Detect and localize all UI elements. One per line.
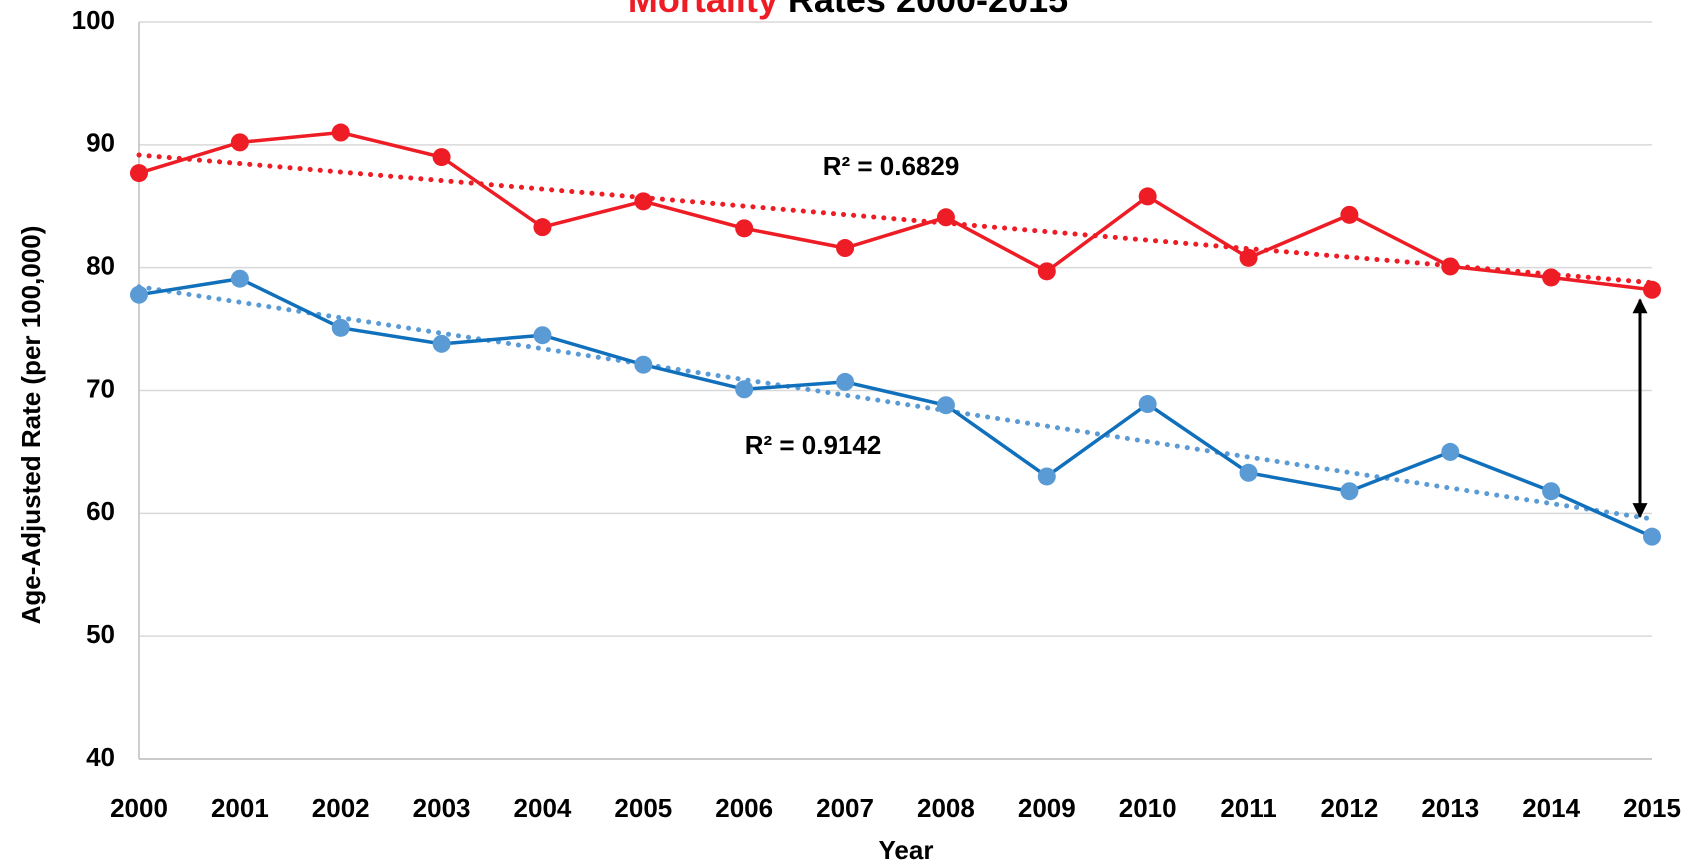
x-tick-label: 2003 <box>413 793 471 823</box>
data-point <box>735 380 754 399</box>
y-tick-label: 40 <box>86 742 115 772</box>
data-point <box>1138 187 1157 206</box>
y-tick-label: 70 <box>86 373 115 403</box>
data-point <box>230 269 249 288</box>
data-point <box>836 372 855 391</box>
data-point <box>331 123 350 142</box>
trendline <box>136 284 1655 522</box>
x-tick-label: 2012 <box>1320 793 1378 823</box>
data-point <box>1239 248 1258 267</box>
x-tick-label: 2000 <box>110 793 168 823</box>
data-point <box>1037 262 1056 281</box>
data-point <box>836 239 855 258</box>
r2-annotation: R² = 0.6829 <box>823 151 960 181</box>
y-tick-label: 50 <box>86 619 115 649</box>
x-tick-label: 2013 <box>1421 793 1479 823</box>
x-tick-label: 2014 <box>1522 793 1580 823</box>
series-line <box>138 130 1653 292</box>
data-point <box>533 218 552 237</box>
data-point <box>1643 527 1661 546</box>
data-point <box>1441 257 1460 276</box>
chart-title: Mortality Rates 2000-2015 <box>628 0 1068 20</box>
x-tick-label: 2007 <box>816 793 874 823</box>
data-point <box>735 219 754 238</box>
data-point <box>1542 268 1561 287</box>
data-point <box>1340 482 1359 501</box>
data-point <box>1340 205 1359 224</box>
trendline <box>136 152 1655 286</box>
data-point <box>432 334 451 353</box>
data-point <box>432 148 451 167</box>
x-tick-label: 2001 <box>211 793 269 823</box>
data-point <box>1239 463 1258 482</box>
data-point <box>634 192 653 211</box>
title-highlight: Mortality <box>628 0 778 20</box>
data-point <box>1037 467 1056 486</box>
data-point <box>1138 395 1157 414</box>
x-tick-label: 2011 <box>1220 793 1276 823</box>
x-tick-label: 2009 <box>1018 793 1076 823</box>
y-tick-label: 90 <box>86 128 115 158</box>
x-axis-title: Year <box>879 835 934 865</box>
data-point <box>936 396 955 415</box>
series-line <box>138 276 1653 539</box>
x-tick-label: 2002 <box>312 793 370 823</box>
data-point <box>331 318 350 337</box>
x-tick-label: 2008 <box>917 793 975 823</box>
y-tick-label: 100 <box>72 5 115 35</box>
y-tick-label: 80 <box>86 251 115 281</box>
x-tick-label: 2010 <box>1119 793 1177 823</box>
data-point <box>130 164 148 183</box>
data-point <box>936 208 955 227</box>
title-rest: Rates 2000-2015 <box>788 0 1068 20</box>
data-point <box>1441 442 1460 461</box>
data-point <box>1542 482 1561 501</box>
r2-annotation: R² = 0.9142 <box>745 430 882 460</box>
x-tick-label: 2015 <box>1623 793 1681 823</box>
y-axis-title: Age-Adjusted Rate (per 100,000) <box>16 226 46 625</box>
data-point <box>1643 280 1661 299</box>
data-point <box>533 326 552 345</box>
x-tick-label: 2006 <box>715 793 773 823</box>
y-tick-label: 60 <box>86 496 115 526</box>
x-tick-label: 2004 <box>514 793 572 823</box>
data-point <box>634 355 653 374</box>
data-point <box>130 285 148 304</box>
x-tick-label: 2005 <box>614 793 672 823</box>
data-point <box>230 133 249 152</box>
